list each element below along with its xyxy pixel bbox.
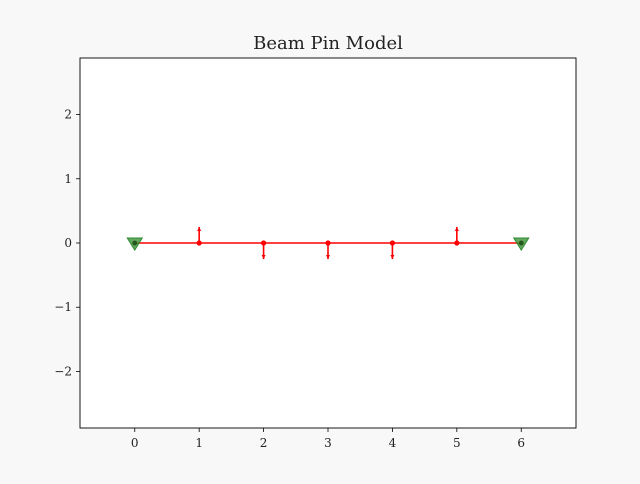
- x-tick-label: 4: [389, 436, 397, 450]
- beam-node: [454, 240, 460, 246]
- y-tick-label: 2: [64, 108, 72, 122]
- x-tick-label: 3: [324, 436, 332, 450]
- load-arrow-head: [326, 255, 330, 260]
- x-tick-label: 0: [131, 436, 139, 450]
- x-tick-label: 2: [260, 436, 268, 450]
- beam-node: [389, 240, 396, 246]
- load-arrow-head: [390, 255, 395, 260]
- beam-node: [260, 240, 267, 246]
- axis-ticks: 0 1 2 3 4 5 6 −2 −1 0 1 2: [54, 108, 525, 450]
- point-loads: [197, 226, 459, 260]
- plot-frame: [79, 57, 577, 429]
- load-arrow-head: [261, 255, 266, 260]
- y-tick-label: −2: [54, 364, 72, 378]
- chart-title: Beam Pin Model: [253, 33, 403, 54]
- pin-support-node: [519, 240, 524, 246]
- beam-node: [196, 240, 202, 246]
- y-tick-label: −1: [54, 300, 72, 314]
- load-arrow-head: [197, 226, 202, 231]
- x-tick-label: 1: [195, 436, 203, 450]
- pin-supports: [126, 237, 530, 251]
- y-tick-label: 1: [64, 172, 72, 186]
- pin-support-node: [132, 240, 137, 246]
- load-arrow-head: [454, 226, 459, 231]
- x-tick-label: 5: [453, 436, 461, 450]
- beam-node: [325, 240, 331, 246]
- x-tick-label: 6: [517, 436, 525, 450]
- y-tick-label: 0: [64, 236, 72, 250]
